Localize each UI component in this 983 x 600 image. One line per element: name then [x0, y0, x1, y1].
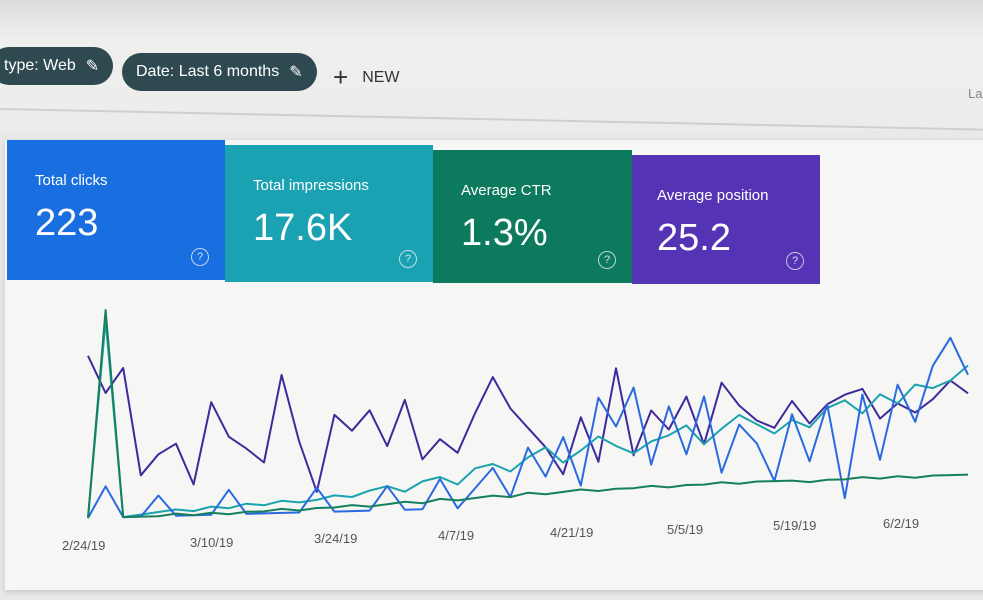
- x-tick: 2/24/19: [62, 538, 106, 553]
- metric-value: 223: [35, 202, 99, 244]
- filter-chip-search-type[interactable]: type: Web ✎: [0, 47, 114, 85]
- new-label: NEW: [362, 68, 400, 86]
- metric-value: 25.2: [657, 217, 731, 259]
- help-icon[interactable]: ?: [598, 251, 616, 269]
- x-tick: 4/21/19: [550, 525, 594, 540]
- metric-value: 17.6K: [253, 207, 353, 249]
- x-tick: 6/2/19: [883, 516, 920, 531]
- pencil-icon[interactable]: ✎: [85, 58, 100, 75]
- filter-chip-date[interactable]: Date: Last 6 months ✎: [122, 53, 317, 91]
- metric-card-position[interactable]: Average position 25.2 ?: [632, 155, 820, 284]
- plus-icon: +: [333, 62, 349, 92]
- x-tick: 5/5/19: [667, 522, 704, 537]
- x-tick: 5/19/19: [773, 518, 817, 533]
- help-icon[interactable]: ?: [191, 248, 209, 266]
- metric-card-clicks[interactable]: Total clicks 223 ?: [7, 140, 225, 280]
- metric-label: Average CTR: [461, 182, 552, 199]
- metric-card-impressions[interactable]: Total impressions 17.6K ?: [225, 145, 433, 282]
- filter-label: Date: Last 6 months: [136, 63, 280, 80]
- metric-label: Average position: [657, 187, 769, 204]
- help-icon[interactable]: ?: [399, 250, 417, 268]
- filter-label: type: Web: [4, 57, 76, 74]
- metric-label: Total clicks: [35, 172, 108, 189]
- metric-value: 1.3%: [461, 212, 548, 254]
- metric-label: Total impressions: [253, 177, 369, 194]
- truncated-label: La: [968, 86, 983, 101]
- help-icon[interactable]: ?: [786, 252, 804, 270]
- new-filter-button[interactable]: + NEW: [333, 62, 400, 93]
- pencil-icon[interactable]: ✎: [289, 64, 303, 81]
- metric-card-ctr[interactable]: Average CTR 1.3% ?: [433, 150, 632, 283]
- x-tick: 4/7/19: [438, 528, 475, 543]
- x-tick: 3/10/19: [190, 535, 234, 550]
- x-tick: 3/24/19: [314, 531, 358, 546]
